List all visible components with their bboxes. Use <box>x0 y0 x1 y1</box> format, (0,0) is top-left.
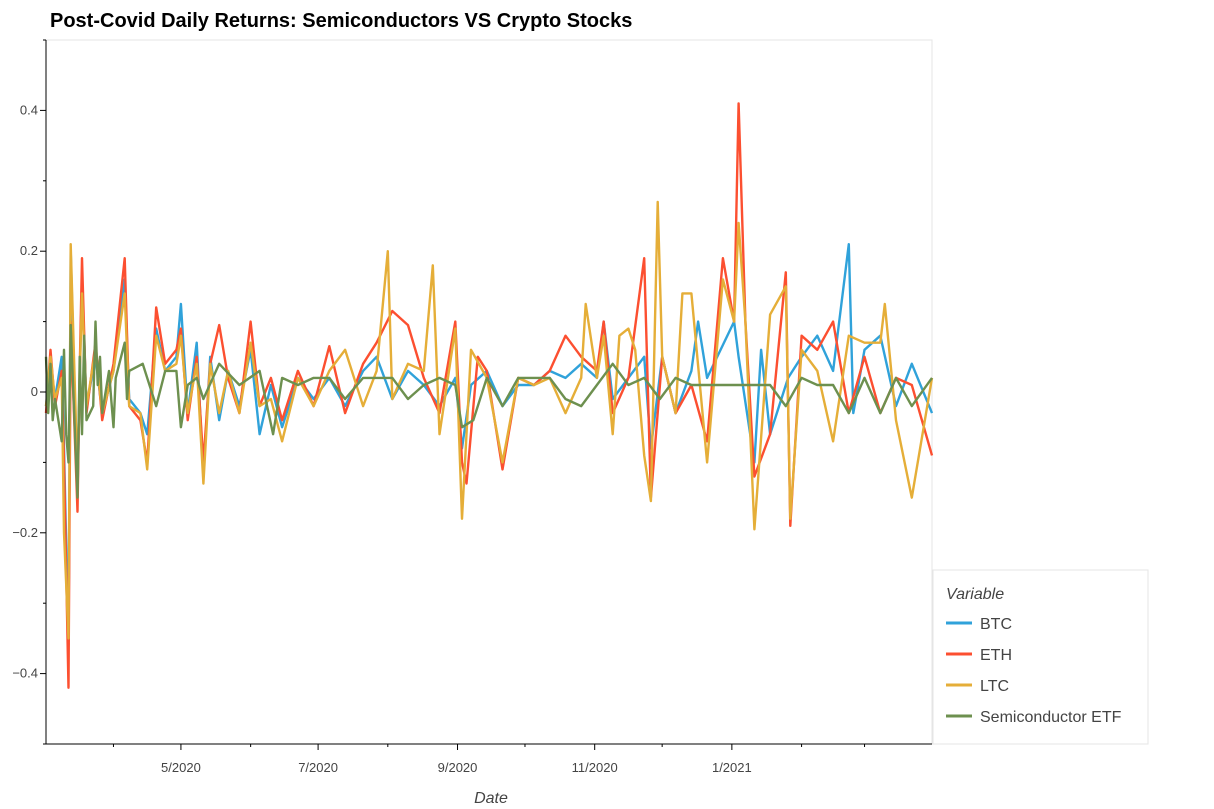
legend-label-0: BTC <box>980 616 1012 633</box>
x-tick-label: 7/2020 <box>298 760 338 775</box>
legend-label-3: Semiconductor ETF <box>980 709 1122 726</box>
series-line-2 <box>44 200 934 640</box>
x-minor-ticks <box>112 744 866 747</box>
y-tick-label: −0.2 <box>12 525 38 540</box>
x-tick-label: 1/2021 <box>712 760 752 775</box>
legend-items: BTC ETH LTC Semiconductor ETF <box>946 616 1122 726</box>
x-major-ticks: 5/2020 7/2020 9/2020 11/2020 1/2021 <box>161 744 752 775</box>
y-tick-label: 0.4 <box>20 102 38 117</box>
series-line-1 <box>44 102 934 689</box>
x-tick-label: 5/2020 <box>161 760 201 775</box>
y-major-ticks: −0.4 −0.2 0 0.2 0.4 <box>12 102 46 681</box>
legend: Variable BTC ETH LTC Semiconductor ETF <box>932 569 1149 745</box>
chart-title: Post-Covid Daily Returns: Semiconductors… <box>50 10 632 32</box>
y-tick-label: 0.2 <box>20 243 38 258</box>
series-line-3 <box>44 320 933 499</box>
legend-label-1: ETH <box>980 647 1012 664</box>
y-tick-label: −0.4 <box>12 666 38 681</box>
series-layer <box>44 102 934 689</box>
y-minor-ticks <box>43 39 46 745</box>
x-tick-label: 11/2020 <box>572 760 618 775</box>
y-tick-label: 0 <box>31 384 38 399</box>
legend-label-2: LTC <box>980 678 1009 695</box>
x-tick-label: 9/2020 <box>438 760 478 775</box>
legend-title: Variable <box>946 586 1004 603</box>
x-axis-label: Date <box>474 790 508 807</box>
